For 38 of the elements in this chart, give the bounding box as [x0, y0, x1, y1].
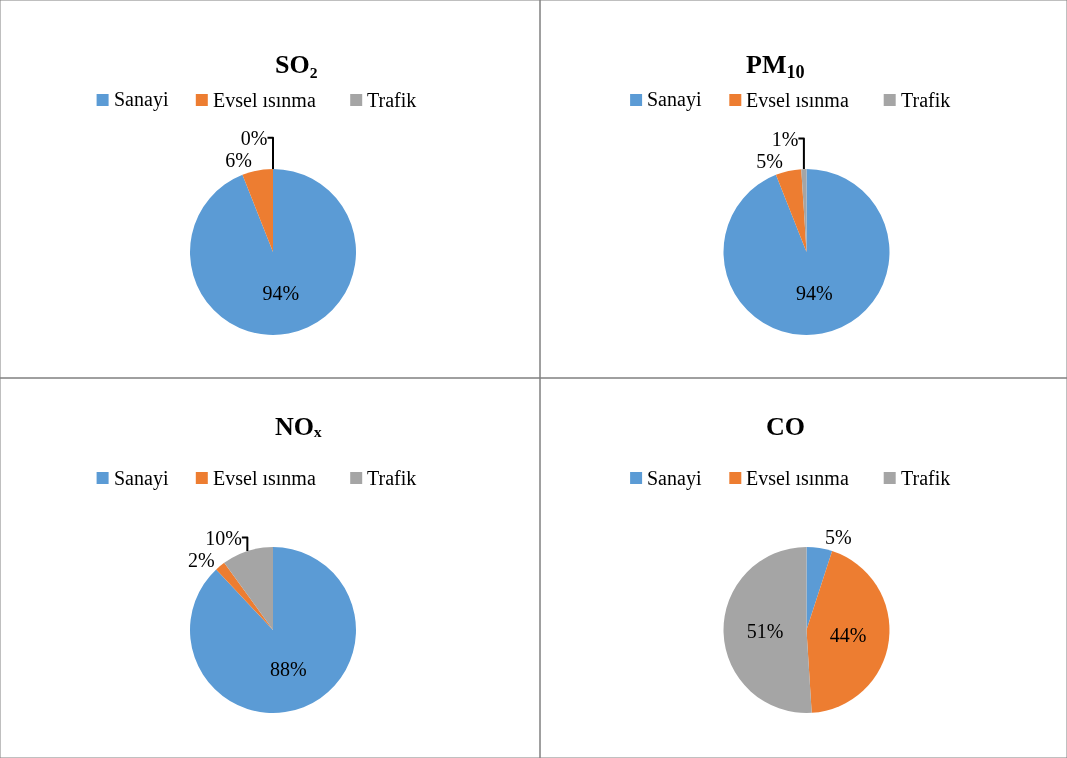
legend-label: Sanayi	[647, 467, 702, 490]
legend-label: Trafik	[367, 467, 417, 489]
data-label: 1%	[771, 127, 799, 150]
legend-label: Trafik	[901, 89, 951, 111]
data-label: 51%	[746, 620, 784, 643]
chart-title: PM$_{10}$	[746, 50, 805, 83]
pie-slice	[806, 547, 833, 630]
data-label: 6%	[225, 148, 252, 171]
pie-slice	[806, 551, 890, 713]
pie-slice	[723, 547, 812, 713]
data-label: 2%	[187, 548, 215, 571]
pie-slice	[224, 547, 273, 630]
data-label: 44%	[829, 624, 867, 647]
pie-slice	[190, 547, 356, 713]
data-label: 5%	[824, 526, 852, 549]
data-label: 88%	[269, 657, 307, 680]
legend-label: Sanayi	[114, 88, 169, 111]
data-label: 94%	[795, 281, 833, 304]
chart-title: SO₂	[275, 50, 318, 79]
legend-label: Evsel ısınma	[746, 467, 849, 489]
legend-label: Trafik	[367, 89, 417, 111]
pie-slice	[190, 169, 356, 335]
data-label: 10%	[205, 526, 242, 549]
legend-label: Evsel ısınma	[213, 467, 316, 489]
pie-slice	[801, 169, 807, 252]
legend-label: Trafik	[901, 467, 951, 489]
pie-slice	[723, 169, 890, 335]
data-label: 5%	[756, 149, 783, 172]
pie-slice	[242, 169, 273, 252]
pie-slice	[775, 169, 807, 252]
data-label: 94%	[262, 281, 300, 304]
text: 0%	[240, 126, 268, 149]
legend-label: Evsel ısınma	[213, 89, 316, 111]
chart-title: NOₓ	[275, 412, 322, 441]
legend-label: Sanayi	[647, 88, 702, 111]
chart-title: CO	[766, 412, 805, 441]
legend-label: Sanayi	[114, 467, 169, 490]
legend-label: Evsel ısınma	[746, 89, 849, 111]
